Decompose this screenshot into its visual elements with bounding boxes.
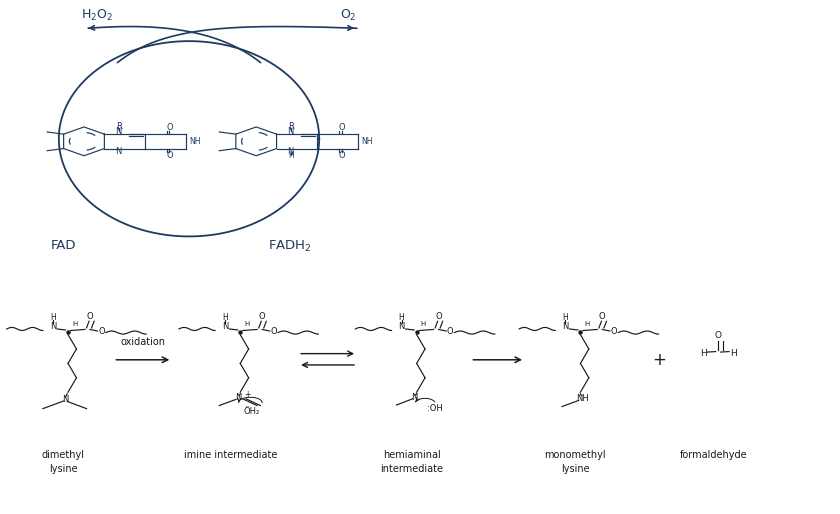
Text: hemiaminal
intermediate: hemiaminal intermediate (380, 450, 444, 474)
Text: R: R (288, 122, 294, 131)
Text: N: N (222, 322, 228, 332)
Text: O: O (435, 311, 442, 321)
Text: O$_2$: O$_2$ (340, 8, 357, 23)
Text: N: N (287, 127, 294, 136)
Text: NH: NH (361, 137, 373, 146)
Text: FADH$_2$: FADH$_2$ (268, 239, 312, 254)
Text: H: H (421, 321, 426, 327)
Text: oxidation: oxidation (120, 337, 165, 347)
Text: N: N (287, 146, 294, 156)
Text: O: O (599, 311, 606, 321)
Text: H: H (72, 321, 77, 327)
Text: O: O (715, 331, 722, 340)
Text: O: O (259, 311, 265, 321)
Text: N: N (50, 322, 56, 332)
Text: N: N (562, 322, 569, 332)
Text: monomethyl
lysine: monomethyl lysine (544, 450, 606, 474)
Text: +: + (653, 351, 666, 369)
Text: dimethyl
lysine: dimethyl lysine (41, 450, 85, 474)
Text: H: H (700, 348, 706, 358)
Text: +: + (244, 390, 250, 399)
Text: NH: NH (189, 137, 201, 146)
Text: H: H (563, 313, 568, 322)
Text: R: R (116, 122, 122, 131)
Text: formaldehyde: formaldehyde (680, 450, 748, 460)
Text: FAD: FAD (50, 239, 76, 252)
Text: NH: NH (575, 394, 589, 403)
Text: O: O (270, 326, 277, 336)
Text: O: O (339, 151, 345, 159)
Text: N: N (62, 395, 69, 404)
Text: O: O (611, 326, 617, 336)
Text: H: H (223, 313, 228, 322)
Text: N: N (411, 393, 417, 402)
Text: H: H (585, 321, 590, 327)
Text: H: H (399, 313, 404, 322)
Text: ÖH₂: ÖH₂ (244, 407, 260, 416)
Text: N: N (398, 322, 405, 332)
Text: O: O (98, 326, 105, 336)
Text: O: O (166, 151, 173, 159)
Text: N: N (235, 393, 242, 402)
Text: H: H (244, 321, 249, 327)
Text: :OH: :OH (428, 404, 443, 413)
Text: H: H (50, 313, 55, 322)
Text: N: N (115, 127, 122, 136)
Text: H$_2$O$_2$: H$_2$O$_2$ (81, 8, 113, 23)
Text: imine intermediate: imine intermediate (184, 450, 278, 460)
Text: O: O (166, 123, 173, 132)
Text: O: O (87, 311, 93, 321)
Text: H: H (730, 348, 737, 358)
Text: N: N (115, 146, 122, 156)
Text: O: O (447, 326, 454, 336)
Text: H: H (288, 151, 294, 160)
Text: O: O (339, 123, 345, 132)
